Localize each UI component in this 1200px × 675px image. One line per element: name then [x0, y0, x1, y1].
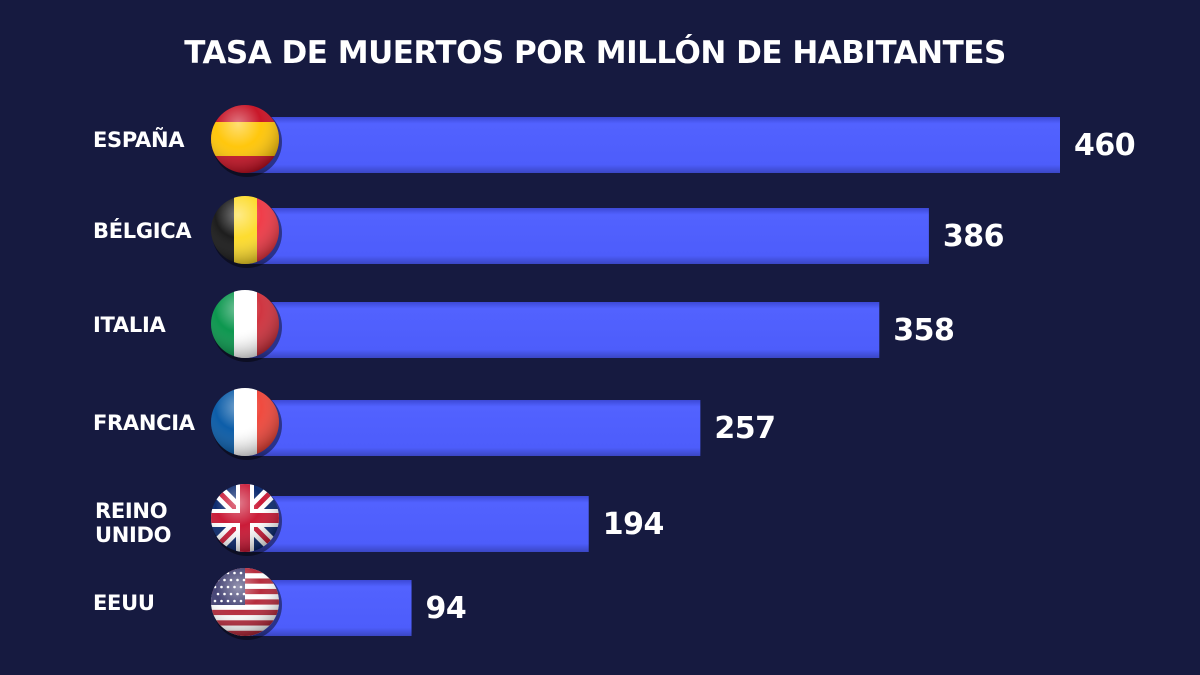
value-label: 358	[893, 313, 954, 348]
category-label: REINO UNIDO	[95, 499, 171, 547]
category-label-line: REINO	[95, 499, 167, 523]
category-label-line: BÉLGICA	[93, 218, 192, 243]
chart-title: TASA DE MUERTOS POR MILLÓN DE HABITANTES	[184, 34, 1006, 71]
category-label-line: FRANCIA	[93, 411, 196, 435]
value-label: 460	[1074, 128, 1135, 163]
category-label-line: ESPAÑA	[93, 127, 185, 152]
value-label: 386	[943, 219, 1004, 254]
category-label: BÉLGICA	[93, 218, 192, 243]
category-label: ITALIA	[93, 313, 166, 337]
bars-group: ESPAÑA 460 BÉLGICA 386 ITALIA 358 FRANCIA 257 RE…	[93, 105, 1136, 640]
bar-1	[245, 117, 1060, 173]
category-label: EEUU	[93, 591, 155, 615]
category-label-line: EEUU	[93, 591, 155, 615]
bar-4	[245, 400, 701, 456]
belgium-flag-icon	[211, 196, 282, 268]
category-label: ESPAÑA	[93, 127, 185, 152]
france-flag-icon	[211, 388, 282, 460]
bar-2	[245, 208, 929, 264]
bar-3	[245, 302, 880, 358]
spain-flag-icon	[211, 105, 282, 177]
category-label-line: ITALIA	[93, 313, 166, 337]
category-label: FRANCIA	[93, 411, 196, 435]
uk-flag-icon	[211, 484, 282, 556]
value-label: 94	[426, 591, 467, 626]
bar-5	[245, 496, 589, 552]
value-label: 194	[603, 507, 664, 542]
italy-flag-icon	[211, 290, 282, 362]
usa-flag-icon	[211, 568, 282, 640]
category-label-line: UNIDO	[95, 523, 171, 547]
value-label: 257	[714, 411, 775, 446]
